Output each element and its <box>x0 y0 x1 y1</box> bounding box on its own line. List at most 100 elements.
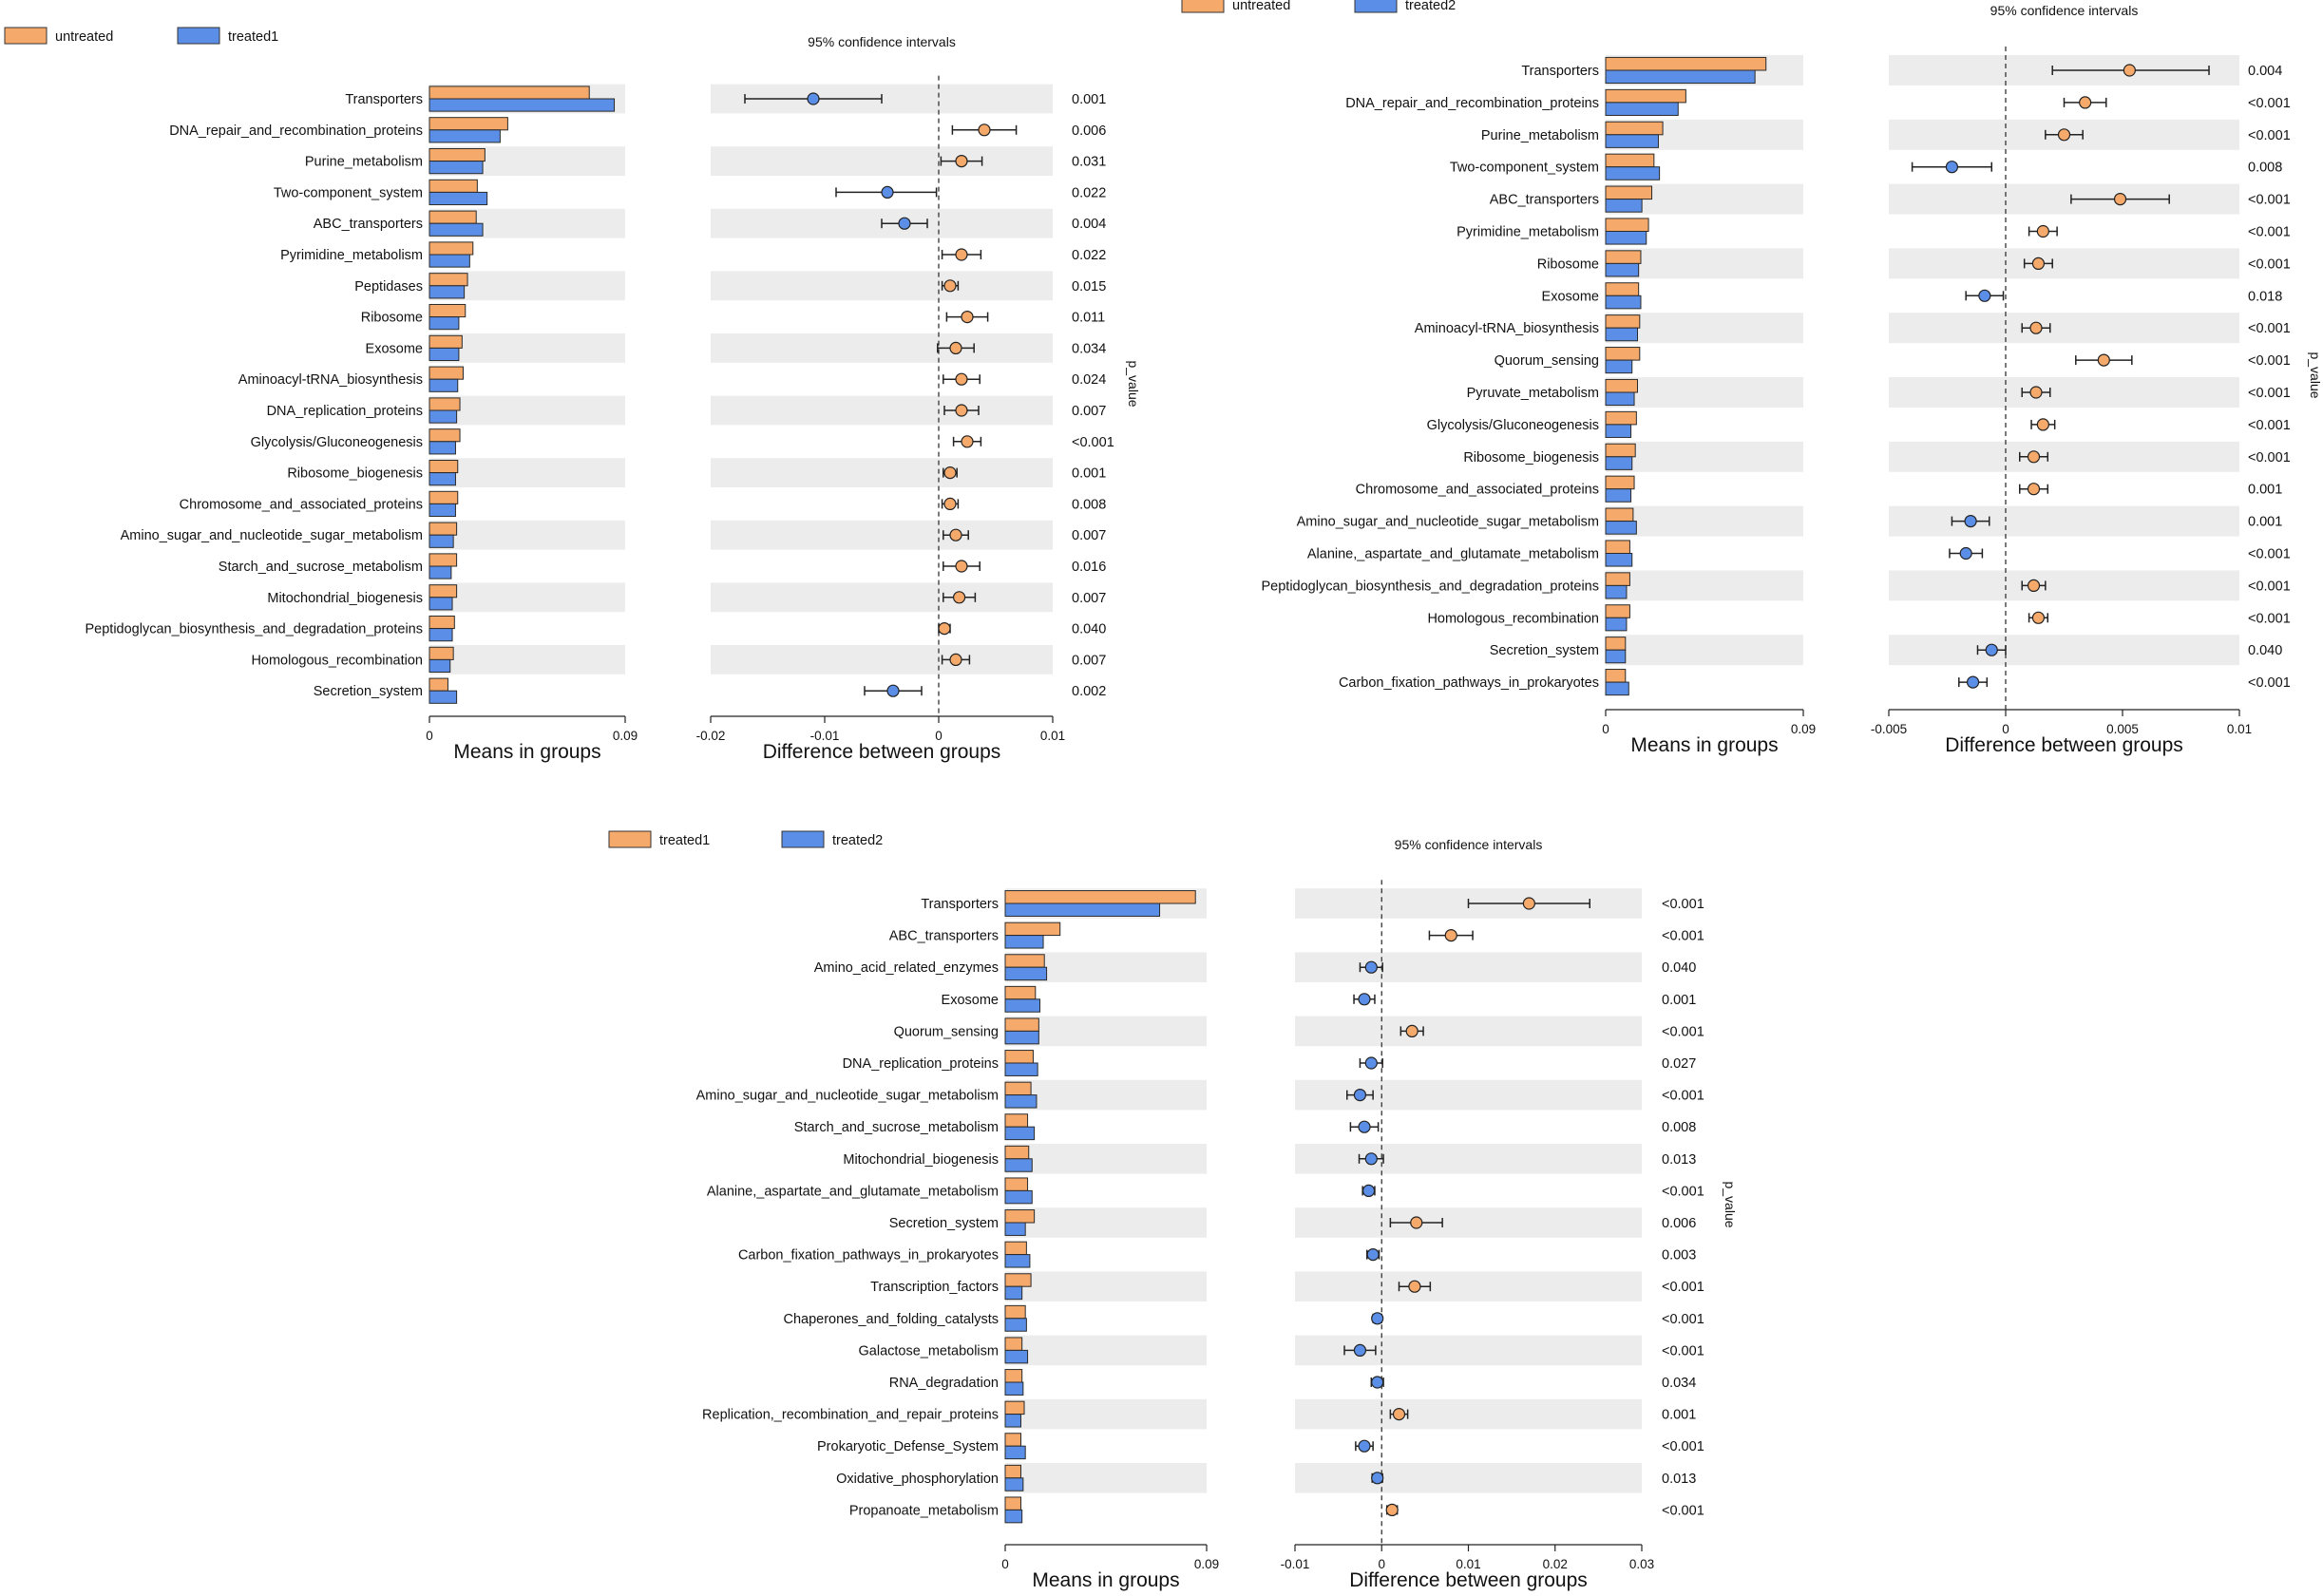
ci-stripe <box>711 146 1053 176</box>
category-label: Pyrimidine_metabolism <box>1457 225 1599 240</box>
category-label: ABC_transporters <box>1490 193 1599 208</box>
bar-treated2 <box>1605 199 1643 213</box>
ci-point <box>1371 1312 1384 1325</box>
ci-point <box>2097 353 2110 367</box>
legend-swatch-untreated <box>4 27 48 45</box>
ci-point <box>955 155 968 168</box>
bar-treated2 <box>1004 1062 1038 1076</box>
category-label: Chromosome_and_associated_proteins <box>1356 483 1599 498</box>
p-value: <0.001 <box>2248 450 2291 466</box>
category-label: Purine_metabolism <box>1481 128 1599 143</box>
ci-point <box>2057 128 2071 142</box>
ci-title: 95% confidence intervals <box>1990 3 2139 18</box>
bar-untreated <box>1605 572 1630 586</box>
means-axis-title: Means in groups <box>453 741 600 763</box>
legend: untreated treated2 <box>1181 0 1456 13</box>
ci-stripe <box>1295 1271 1642 1302</box>
bar-treated1 <box>1004 1081 1032 1096</box>
bar-untreated <box>1605 153 1655 168</box>
p-value: 0.001 <box>2248 515 2282 530</box>
p-value: <0.001 <box>1662 1312 1704 1327</box>
bar-treated2 <box>1004 1158 1033 1172</box>
bar-treated1 <box>428 378 459 392</box>
p-value: 0.001 <box>1662 1408 1696 1423</box>
bar-treated1 <box>428 690 458 704</box>
bar-treated2 <box>1605 649 1627 664</box>
ci-point <box>2029 321 2043 334</box>
bar-untreated <box>1605 636 1627 651</box>
p-value: <0.001 <box>1662 1503 1704 1518</box>
bar-untreated <box>428 428 461 443</box>
bar-treated1 <box>1004 1017 1039 1032</box>
ci-point <box>2029 386 2043 399</box>
p-value: 0.022 <box>1072 185 1106 200</box>
ci-stripe <box>711 520 1053 550</box>
bar-untreated <box>428 397 461 411</box>
p-value: <0.001 <box>1072 435 1114 450</box>
bar-treated2 <box>1004 1381 1024 1396</box>
ci-point <box>1964 514 1977 528</box>
category-label: DNA_replication_proteins <box>843 1056 999 1072</box>
bar-treated1 <box>428 191 488 206</box>
means-tick-label: 0.09 <box>613 729 638 743</box>
ci-point <box>1392 1407 1406 1421</box>
ci-point <box>1959 546 1972 560</box>
p-value: 0.007 <box>1072 404 1106 419</box>
means-stripe <box>1606 441 1803 472</box>
ci-point <box>943 279 957 293</box>
bar-untreated <box>1605 250 1642 264</box>
bar-untreated <box>428 273 468 287</box>
bar-treated1 <box>428 565 452 580</box>
means-stripe <box>429 520 625 550</box>
ci-point <box>938 621 951 636</box>
category-label: Ribosome <box>361 311 423 326</box>
ci-point <box>1978 289 1991 302</box>
ci-point <box>2079 96 2092 109</box>
bar-treated1 <box>428 441 456 455</box>
ci-axis: -0.01 0 0.01 0.02 0.03 Difference between gro… <box>1281 1544 1654 1591</box>
category-label: Homologous_recombination <box>1427 611 1599 626</box>
bar-treated2 <box>1605 359 1633 374</box>
means-stripe <box>1005 1079 1207 1111</box>
bar-treated2 <box>1605 166 1661 180</box>
bar-treated2 <box>1004 1318 1027 1332</box>
bar-untreated <box>1605 185 1653 200</box>
ci-point <box>1405 1024 1419 1038</box>
ci-tick-label: 0.005 <box>2106 722 2139 736</box>
ci-point <box>2036 418 2049 431</box>
p-value: 0.007 <box>1072 591 1106 606</box>
category-label: Secretion_system <box>889 1216 999 1231</box>
p-value: 0.001 <box>2248 483 2282 498</box>
ci-point <box>1522 897 1535 910</box>
category-label: RNA_degradation <box>889 1376 999 1391</box>
p-value: 0.004 <box>1072 217 1106 232</box>
bar-treated2 <box>1605 521 1637 535</box>
ci-point <box>1385 1503 1399 1517</box>
ci-point <box>2027 483 2041 496</box>
p-value-axis-label: p_value <box>1126 360 1141 407</box>
means-tick-label: 0 <box>426 729 433 743</box>
ci-point <box>955 404 968 417</box>
means-axis-title: Means in groups <box>1630 734 1778 756</box>
bar-treated2 <box>1605 584 1628 599</box>
p-value: <0.001 <box>2248 96 2291 111</box>
ci-stripe <box>711 582 1053 613</box>
p-value: 0.018 <box>2248 289 2282 304</box>
bar-treated2 <box>1605 391 1635 407</box>
means-tick-label: 0.09 <box>1791 722 1816 736</box>
ci-point <box>1945 161 1959 174</box>
bar-untreated <box>1605 282 1640 296</box>
means-stripe <box>1005 1335 1207 1366</box>
ci-title: 95% confidence intervals <box>808 34 956 49</box>
bar-treated1 <box>428 316 460 331</box>
ci-point <box>2036 224 2049 238</box>
ci-stripe <box>1889 505 2239 537</box>
category-label: Transporters <box>345 92 423 107</box>
ci-point <box>1985 643 1998 656</box>
ci-tick-label: -0.01 <box>1281 1557 1310 1571</box>
means-axis: 0 0.09 Means in groups <box>1602 709 1816 756</box>
p-value: <0.001 <box>2248 321 2291 336</box>
ci-point <box>2123 64 2136 77</box>
ci-stripe <box>711 333 1053 363</box>
category-label: Glycolysis/Gluconeogenesis <box>1427 418 1599 433</box>
